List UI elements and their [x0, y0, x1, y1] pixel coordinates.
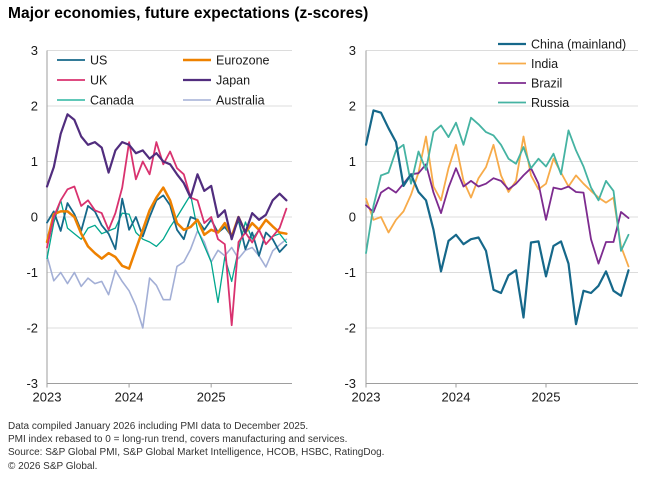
x-tick-label: 2023 — [33, 390, 62, 405]
y-tick-label: 1 — [31, 154, 38, 169]
series-line-japan — [45, 113, 288, 241]
y-tick-label: 0 — [31, 210, 38, 225]
footnote-line: PMI index rebased to 0 = long-run trend,… — [8, 434, 348, 446]
series-line-us — [46, 194, 288, 257]
footnote-line: © 2026 S&P Global. — [8, 460, 98, 472]
legend-label-russia: Russia — [531, 96, 569, 110]
legend-label-canada: Canada — [90, 94, 134, 108]
series-line-australia — [46, 230, 288, 329]
y-tick-label: -1 — [344, 265, 356, 280]
x-tick-label: 2024 — [115, 390, 144, 405]
legend-label-japan: Japan — [216, 74, 250, 88]
y-tick-label: 0 — [349, 210, 356, 225]
legend-label-china-mainland: China (mainland) — [531, 38, 626, 52]
series-line-canada — [46, 194, 288, 304]
series-line-india — [365, 135, 630, 268]
x-tick-label: 2025 — [197, 390, 226, 405]
series-line-brazil — [365, 163, 630, 265]
chart-title: Major economies, future expectations (z-… — [8, 5, 369, 22]
y-tick-label: -3 — [344, 376, 356, 391]
y-tick-label: 2 — [349, 99, 356, 114]
legend-label-us: US — [90, 54, 107, 68]
series-line-uk — [46, 141, 288, 327]
y-tick-label: -2 — [26, 321, 38, 336]
legend-label-india: India — [531, 57, 558, 71]
legend-label-uk: UK — [90, 74, 108, 88]
y-tick-label: -3 — [26, 376, 38, 391]
series-line-china-mainland — [364, 109, 630, 326]
footnotes: Data compiled January 2026 including PMI… — [8, 420, 384, 473]
x-tick-label: 2023 — [352, 390, 381, 405]
y-tick-label: 2 — [31, 99, 38, 114]
x-tick-label: 2024 — [442, 390, 471, 405]
y-tick-label: 3 — [349, 43, 356, 58]
footnote-line: Data compiled January 2026 including PMI… — [8, 421, 309, 432]
legend-label-brazil: Brazil — [531, 77, 562, 91]
y-tick-label: 1 — [349, 154, 356, 169]
y-tick-label: -1 — [26, 265, 38, 280]
legend-label-australia: Australia — [216, 94, 265, 108]
y-tick-label: 3 — [31, 43, 38, 58]
legend-label-eurozone: Eurozone — [216, 54, 270, 68]
x-tick-label: 2025 — [532, 390, 561, 405]
footnote-line: Source: S&P Global PMI, S&P Global Marke… — [8, 447, 385, 459]
y-tick-label: -2 — [344, 321, 356, 336]
